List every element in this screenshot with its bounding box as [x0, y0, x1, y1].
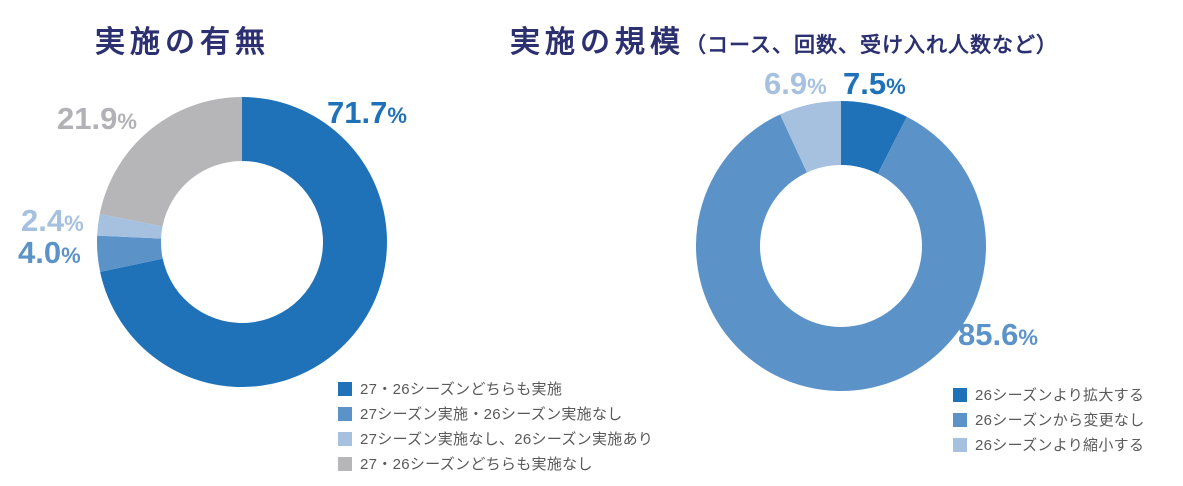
legend-item: 26シーズンより縮小する	[953, 432, 1145, 457]
slice-value-label: 21.9%	[57, 101, 137, 136]
legend-item: 26シーズンから変更なし	[953, 407, 1145, 432]
legend-label: 27シーズン実施・26シーズン実施なし	[360, 406, 623, 423]
legend-item: 27シーズン実施なし、26シーズン実施あり	[338, 426, 653, 451]
donut-chart-right	[696, 101, 986, 391]
donut-slice	[99, 97, 242, 227]
legend-swatch	[338, 456, 352, 471]
chart-title-right-main: 実施の規模	[510, 26, 685, 59]
legend-label: 27・26シーズンどちらも実施	[360, 381, 563, 398]
donut-slice	[97, 213, 163, 239]
donut-slice	[780, 101, 841, 173]
legend-swatch	[338, 406, 352, 421]
chart-title-left: 実施の有無	[95, 17, 270, 61]
legend-item: 27・26シーズンどちらも実施なし	[338, 451, 653, 476]
legend-swatch	[338, 381, 352, 396]
slice-value-label: 4.0%	[18, 235, 81, 270]
legend-swatch	[953, 437, 967, 452]
slice-value-label: 7.5%	[843, 66, 906, 101]
legend-swatch	[953, 387, 967, 402]
donut-slice	[100, 97, 387, 387]
chart-title-right-note: （コース、回数、受け入れ人数など）	[685, 34, 1058, 57]
legend-right: 26シーズンより拡大する 26シーズンから変更なし 26シーズンより縮小する	[953, 382, 1145, 457]
legend-label: 26シーズンから変更なし	[975, 412, 1145, 429]
legend-item: 27シーズン実施・26シーズン実施なし	[338, 401, 653, 426]
slice-value-label: 2.4%	[21, 203, 84, 238]
legend-item: 26シーズンより拡大する	[953, 382, 1145, 407]
chart-title-right: 実施の規模 （コース、回数、受け入れ人数など）	[510, 17, 1058, 61]
slice-value-label: 71.7%	[327, 95, 407, 130]
legend-swatch	[953, 412, 967, 427]
legend-label: 26シーズンより拡大する	[975, 387, 1145, 404]
slice-value-label: 6.9%	[764, 66, 827, 101]
donut-slice	[841, 101, 907, 174]
legend-item: 27・26シーズンどちらも実施	[338, 376, 653, 401]
slice-value-label: 85.6%	[958, 317, 1038, 352]
legend-left: 27・26シーズンどちらも実施 27シーズン実施・26シーズン実施なし 27シー…	[338, 376, 653, 476]
donut-slice	[696, 114, 986, 391]
legend-label: 27・26シーズンどちらも実施なし	[360, 456, 593, 473]
legend-swatch	[338, 431, 352, 446]
legend-label: 27シーズン実施なし、26シーズン実施あり	[360, 431, 654, 448]
donut-slice	[97, 235, 163, 272]
legend-label: 26シーズンより縮小する	[975, 437, 1145, 454]
chart-title-left-main: 実施の有無	[95, 26, 270, 59]
donut-chart-left	[97, 97, 387, 387]
